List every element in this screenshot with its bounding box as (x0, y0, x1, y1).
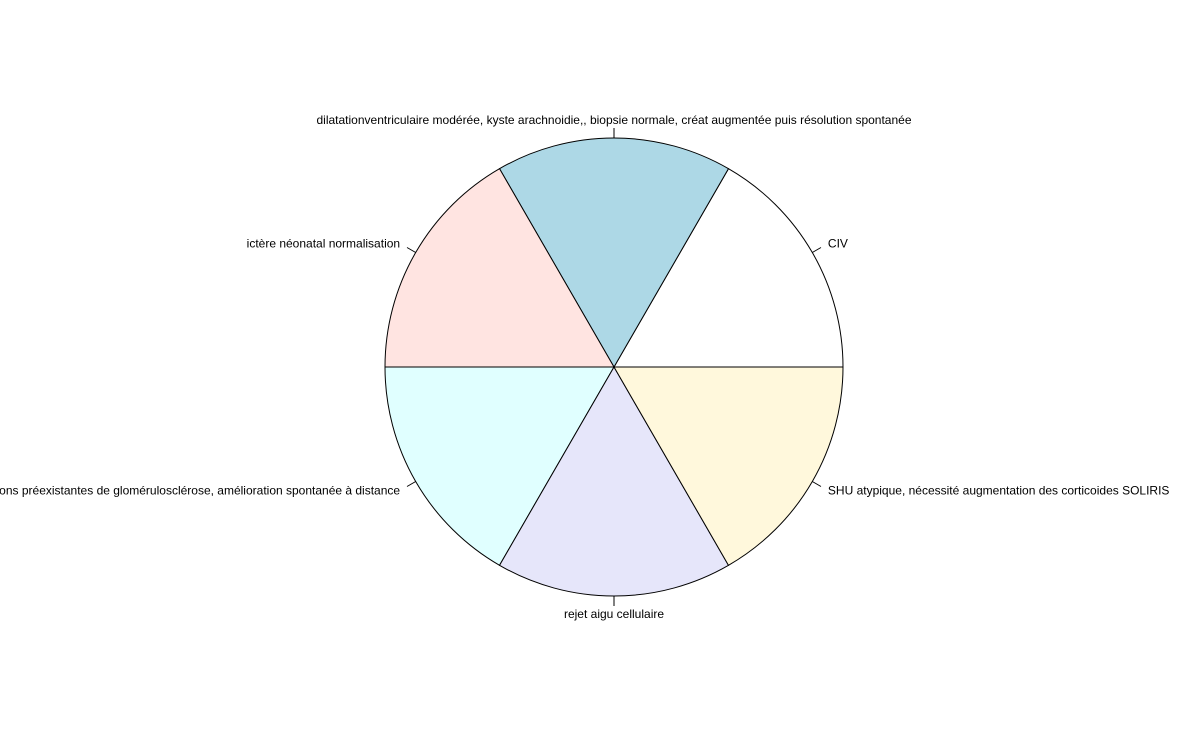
pie-label-0: CIV (828, 237, 848, 251)
pie-tick-2 (407, 248, 416, 253)
pie-label-3: lésions préexistantes de gloméruloscléro… (0, 484, 400, 498)
pie-tick-5 (812, 482, 821, 487)
pie-tick-0 (812, 248, 821, 253)
pie-label-4: rejet aigu cellulaire (564, 607, 664, 621)
pie-label-1: dilatationventriculaire modérée, kyste a… (316, 113, 911, 127)
pie-label-5: SHU atypique, nécessité augmentation des… (828, 484, 1170, 498)
pie-tick-3 (407, 482, 416, 487)
pie-label-2: ictère néonatal normalisation (247, 237, 400, 251)
